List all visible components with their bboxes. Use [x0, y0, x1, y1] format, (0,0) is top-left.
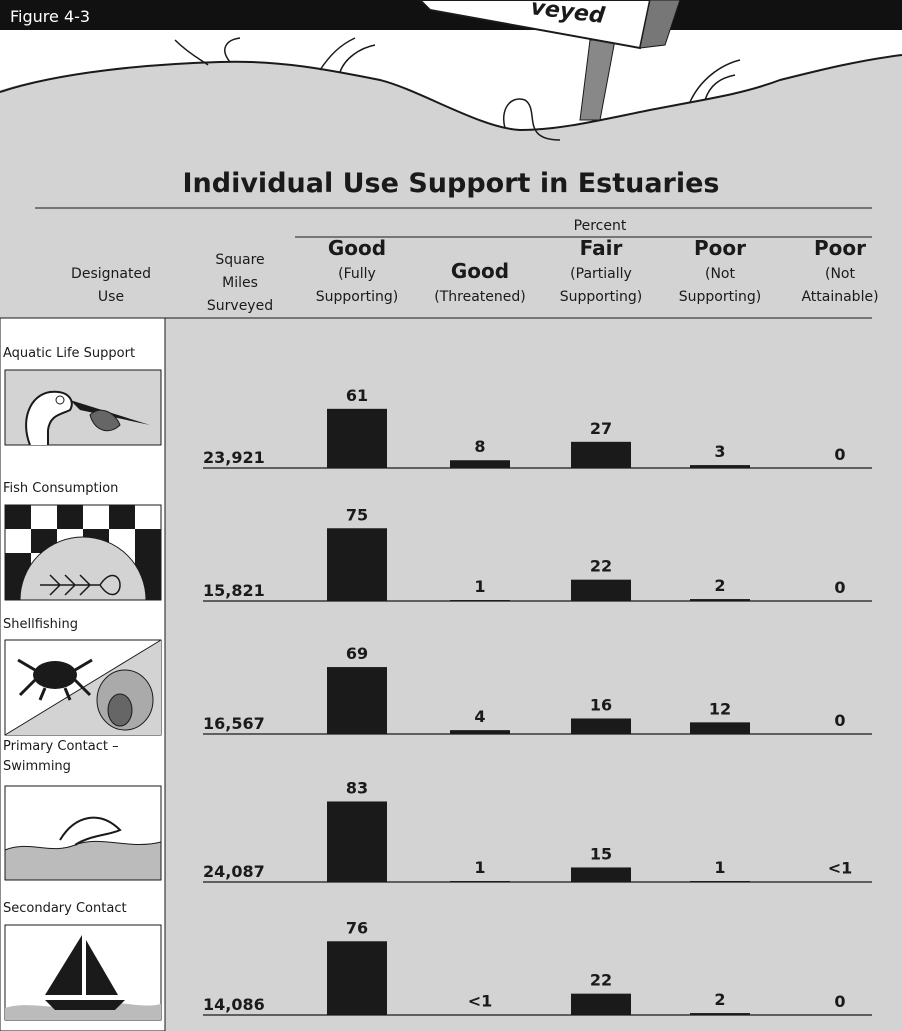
column-header: Good — [451, 259, 509, 283]
bar — [450, 730, 510, 734]
bar — [690, 722, 750, 734]
bar — [327, 941, 387, 1015]
icon-sailboat — [4, 924, 162, 1021]
row-label: Aquatic Life Support — [3, 346, 135, 361]
bar — [450, 600, 510, 601]
column-header: Designated — [71, 266, 151, 282]
bar — [690, 465, 750, 468]
row-label: Fish Consumption — [3, 481, 118, 496]
bar — [690, 599, 750, 601]
column-note: (Fully — [338, 266, 376, 282]
value-label: <1 — [828, 859, 853, 878]
column-header: Poor — [814, 236, 866, 260]
value-label: 22 — [590, 971, 612, 990]
value-label: 83 — [346, 778, 368, 797]
percent-header: Percent — [574, 218, 627, 234]
grass — [174, 37, 741, 141]
chart-title: Individual Use Support in Estuaries — [182, 168, 719, 199]
value-label: 0 — [834, 445, 845, 464]
bar — [327, 528, 387, 601]
column-note: (Not — [825, 266, 856, 282]
value-label: 61 — [346, 386, 368, 405]
column-note: Supporting) — [679, 289, 761, 305]
value-label: 3 — [714, 442, 725, 461]
value-label: 1 — [474, 577, 485, 596]
value-label: 1 — [714, 858, 725, 877]
column-note: (Partially — [570, 266, 632, 282]
row-label: Shellfishing — [3, 617, 78, 632]
bar — [571, 441, 631, 468]
column-header: Fair — [580, 236, 623, 260]
bar — [571, 579, 631, 601]
column-note: (Not — [705, 266, 736, 282]
value-label: 0 — [834, 711, 845, 730]
bar — [327, 408, 387, 468]
value-label: 16 — [590, 695, 612, 714]
square-miles: 14,086 — [203, 995, 265, 1014]
column-note: Supporting) — [560, 289, 642, 305]
column-note: Attainable) — [801, 289, 878, 305]
bar — [571, 867, 631, 882]
column-header: Good — [328, 236, 386, 260]
value-label: 75 — [346, 505, 368, 524]
figure-label: Figure 4-3 — [10, 7, 90, 26]
bar — [571, 718, 631, 734]
square-miles: 16,567 — [203, 714, 265, 733]
sign-side — [639, 0, 681, 49]
value-label: 15 — [590, 844, 612, 863]
bar — [327, 801, 387, 882]
value-label: 4 — [474, 707, 485, 726]
value-label: 27 — [590, 419, 612, 438]
bar — [571, 993, 631, 1015]
square-miles: 24,087 — [203, 862, 265, 881]
icon-shellfish — [4, 639, 162, 736]
value-label: 0 — [834, 578, 845, 597]
bar — [450, 881, 510, 882]
bar — [450, 460, 510, 468]
column-header: Surveyed — [207, 298, 273, 314]
column-header: Square — [215, 252, 264, 268]
square-miles: 23,921 — [203, 448, 265, 467]
column-note: Supporting) — [316, 289, 398, 305]
icon-fish — [4, 504, 162, 601]
value-label: 1 — [474, 858, 485, 877]
column-header: Use — [98, 289, 124, 305]
icon-heron — [4, 369, 162, 446]
bar — [327, 667, 387, 734]
column-note: (Threatened) — [434, 289, 525, 305]
value-label: 22 — [590, 557, 612, 576]
column-header: Miles — [222, 275, 258, 291]
value-label: <1 — [468, 992, 493, 1011]
value-label: 2 — [714, 990, 725, 1009]
value-label: 8 — [474, 437, 485, 456]
value-label: 12 — [709, 699, 731, 718]
value-label: 69 — [346, 644, 368, 663]
square-miles: 15,821 — [203, 581, 265, 600]
row-label: Primary Contact – Swimming — [3, 739, 119, 774]
row-label: Secondary Contact — [3, 901, 127, 916]
value-label: 76 — [346, 918, 368, 937]
icon-swimming — [4, 785, 162, 881]
column-header: Poor — [694, 236, 746, 260]
bar — [690, 881, 750, 882]
value-label: 0 — [834, 992, 845, 1011]
value-label: 2 — [714, 576, 725, 595]
bar — [690, 1013, 750, 1015]
